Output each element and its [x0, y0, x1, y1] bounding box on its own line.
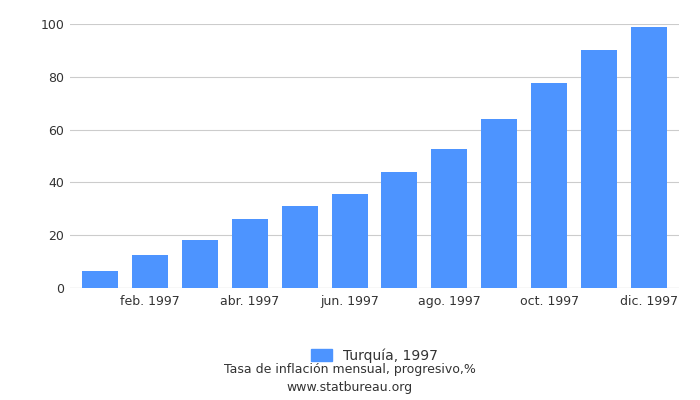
- Bar: [382, 172, 417, 288]
- Legend: Turquía, 1997: Turquía, 1997: [305, 342, 444, 368]
- Bar: [581, 50, 617, 288]
- Bar: [431, 149, 468, 288]
- Text: Tasa de inflación mensual, progresivo,%: Tasa de inflación mensual, progresivo,%: [224, 364, 476, 376]
- Bar: [132, 255, 168, 288]
- Bar: [482, 119, 517, 288]
- Bar: [332, 194, 368, 288]
- Text: www.statbureau.org: www.statbureau.org: [287, 381, 413, 394]
- Bar: [631, 27, 667, 288]
- Bar: [281, 206, 318, 288]
- Bar: [232, 219, 267, 288]
- Bar: [531, 83, 567, 288]
- Bar: [82, 271, 118, 288]
- Bar: [182, 240, 218, 288]
